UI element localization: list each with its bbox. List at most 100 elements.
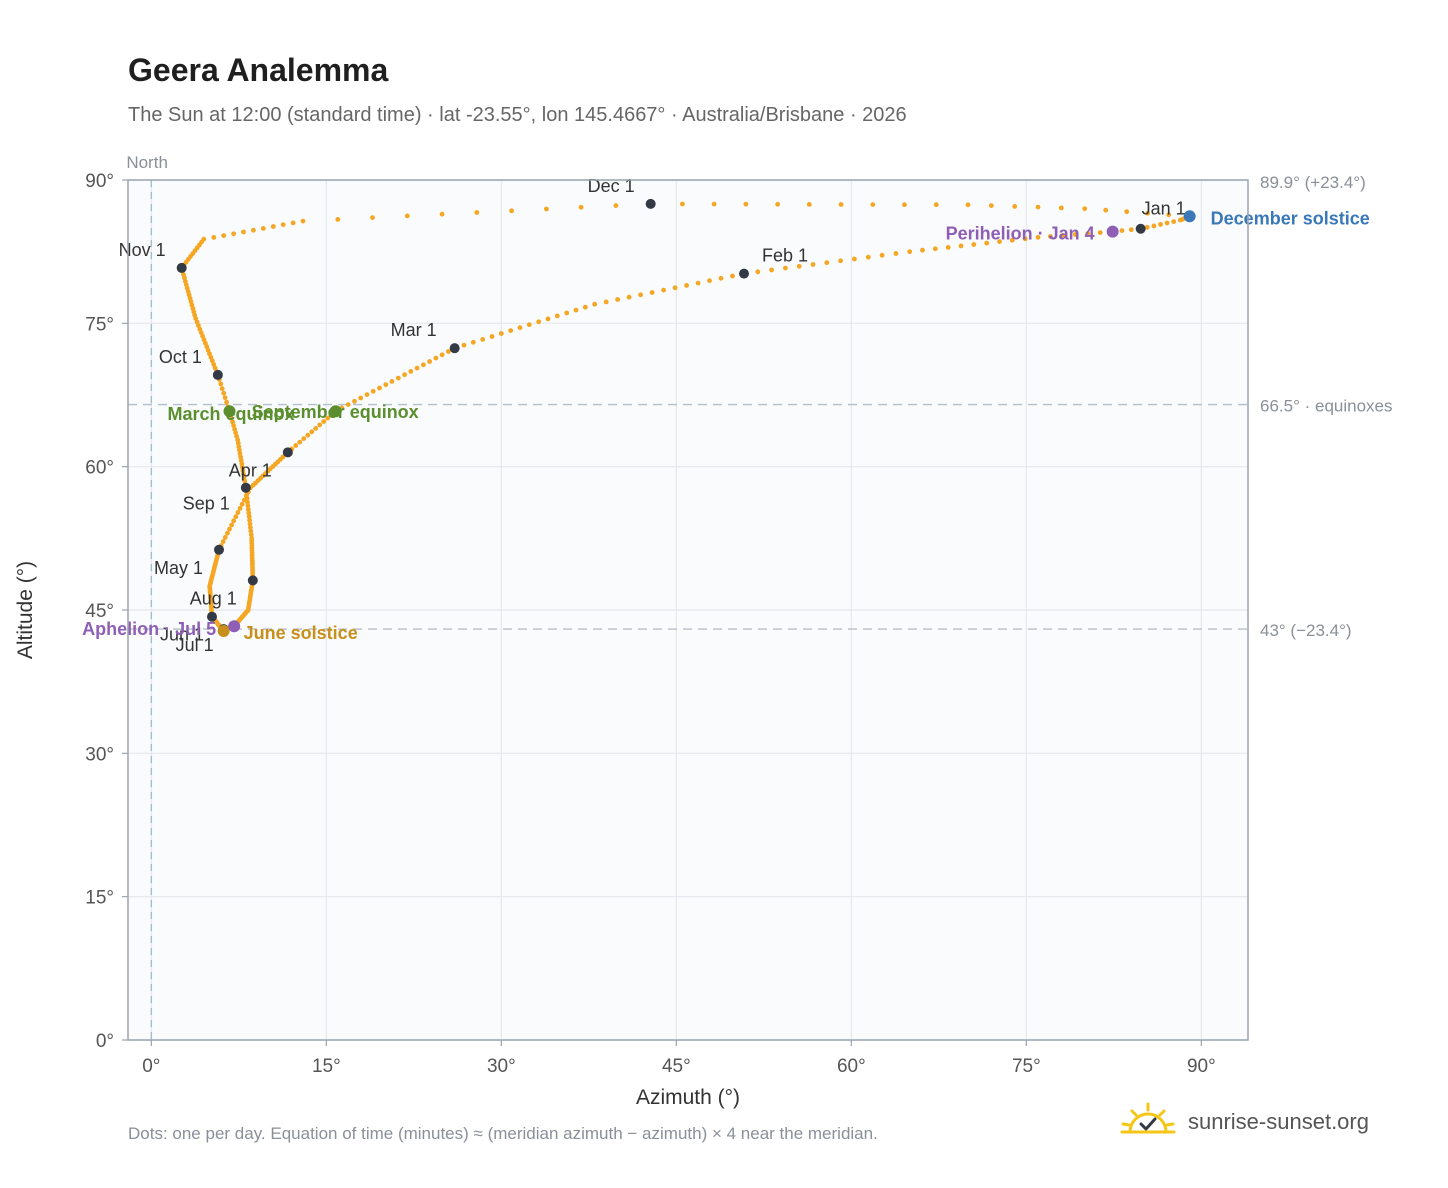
day-dot (743, 201, 749, 207)
day-dot (246, 510, 252, 516)
event-label: Aphelion · Jul 5 (82, 619, 216, 639)
day-dot (231, 231, 237, 237)
day-dot (783, 265, 788, 271)
day-dot (684, 283, 689, 288)
month-marker (282, 447, 293, 458)
day-dot (414, 365, 420, 371)
day-dot (408, 369, 414, 374)
day-dot (227, 526, 232, 532)
day-dot (1012, 204, 1018, 209)
day-dot (661, 287, 666, 293)
y-tick-label: 75° (85, 314, 114, 335)
day-dot (965, 202, 971, 208)
day-dot (270, 224, 276, 229)
day-dot (248, 532, 254, 538)
day-dot (317, 422, 323, 428)
day-dot (244, 492, 250, 498)
day-dot (232, 426, 238, 432)
day-dot (489, 334, 495, 339)
day-dot (370, 388, 376, 394)
brand-name[interactable]: sunrise-sunset.org (1188, 1109, 1369, 1134)
day-dot (879, 252, 885, 258)
sun-logo-icon (1120, 1102, 1176, 1134)
month-label: Aug 1 (190, 588, 237, 608)
day-dot (433, 355, 439, 361)
day-dot (290, 220, 296, 226)
day-dot (245, 503, 251, 509)
month-marker (207, 611, 217, 622)
day-dot (498, 331, 504, 336)
day-dot (838, 258, 843, 264)
day-dot (933, 202, 939, 208)
day-dot (615, 297, 620, 302)
month-marker (214, 544, 224, 555)
day-dot (526, 322, 532, 328)
day-dot (233, 514, 239, 520)
day-dot (680, 201, 685, 207)
day-dot (480, 337, 486, 342)
day-dot (229, 416, 234, 421)
day-dot (626, 294, 632, 300)
day-dot (313, 426, 319, 431)
chart-subtitle: The Sun at 12:00 (standard time) · lat -… (128, 104, 907, 126)
x-tick-label: 30° (487, 1056, 516, 1077)
month-marker (645, 198, 656, 209)
day-dot (718, 275, 724, 281)
day-dot (1171, 219, 1177, 225)
day-dot (427, 359, 432, 364)
event-label: March equinox (168, 404, 295, 424)
day-dot (603, 299, 609, 305)
month-label: Mar 1 (391, 320, 437, 340)
day-dot (509, 208, 514, 214)
day-dot (221, 233, 227, 239)
day-dot (517, 325, 523, 331)
day-dot (865, 254, 871, 260)
day-dot (1177, 217, 1183, 223)
y-tick-label: 30° (85, 744, 114, 765)
day-dot (335, 217, 341, 222)
day-dot (755, 269, 761, 275)
event-marker (223, 405, 236, 418)
day-dot (649, 290, 655, 295)
day-dot (893, 251, 899, 256)
north-label: North (126, 153, 168, 172)
event-marker (1183, 210, 1196, 223)
day-dot (1103, 207, 1109, 213)
day-dot (1124, 209, 1130, 215)
day-dot (248, 525, 253, 530)
day-dot (222, 395, 228, 400)
day-dot (219, 386, 225, 391)
day-dot (301, 436, 307, 441)
day-dot (370, 215, 375, 221)
day-dot (260, 226, 266, 231)
day-dot (231, 518, 237, 524)
day-dot (377, 385, 382, 391)
event-marker (228, 620, 241, 633)
day-dot (200, 333, 206, 339)
day-dot (297, 439, 303, 445)
brand[interactable]: sunrise-sunset.org (1120, 1102, 1369, 1142)
reference-lines: North 89.9° (+23.4°) 66.5° · equinoxes 43° … (126, 153, 1393, 1040)
day-dot (1097, 230, 1103, 236)
day-dot (852, 256, 857, 262)
day-dot (224, 399, 230, 405)
day-dot (945, 245, 951, 250)
day-dot (545, 316, 551, 322)
day-dot (221, 390, 227, 396)
day-dot (305, 432, 311, 438)
day-dot (1085, 231, 1091, 236)
month-label: Jan 1 (1142, 199, 1186, 219)
day-dot (1164, 220, 1170, 226)
day-dot (613, 203, 619, 209)
day-dot (1144, 224, 1150, 230)
day-dot (245, 499, 250, 505)
day-dot (220, 539, 226, 544)
month-marker (240, 482, 251, 493)
day-dot (907, 249, 913, 255)
day-dot (838, 202, 844, 207)
event-label: Perihelion · Jan 4 (946, 224, 1095, 244)
y-axis-label: Altitude (°) (14, 561, 37, 659)
month-marker (212, 369, 223, 380)
day-dot (421, 362, 426, 368)
